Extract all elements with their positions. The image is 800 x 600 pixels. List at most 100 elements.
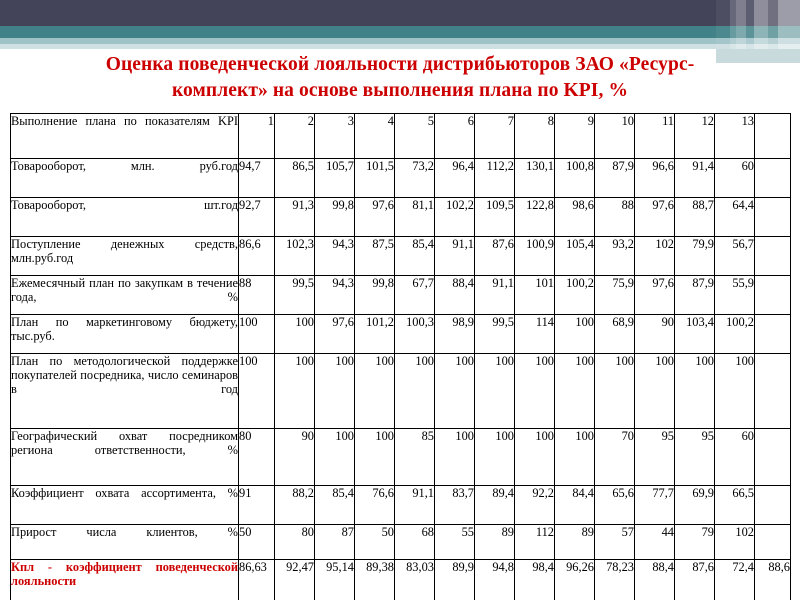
row-label: Товарооборот, млн. руб.год [10,158,239,198]
row-value-4: 76,6 [354,485,395,525]
row-value-8: 100 [514,428,555,486]
table-row: План по маркетинговому бюджету, тыс.руб.… [10,314,791,354]
table-header-col-8: 8 [514,113,555,159]
row-value-3: 94,3 [314,275,355,315]
row-label: Ежемесячный план по закупкам в течение г… [10,275,239,315]
row-value-2: 100 [274,353,315,429]
row-label: План по методологической поддержке покуп… [10,353,239,429]
row-value-6: 88,4 [434,275,475,315]
row-value-6: 98,9 [434,314,475,354]
row-value-13: 100 [714,353,755,429]
row-value-11: 90 [634,314,675,354]
table-header-col-3: 3 [314,113,355,159]
table-header-col-6: 6 [434,113,475,159]
row-label: Прирост числа клиентов, % [10,524,239,560]
row-value-13: 56,7 [714,236,755,276]
row-value-3: 100 [314,353,355,429]
row-value-13: 64,4 [714,197,755,237]
row-value-14 [754,197,791,237]
row-label: План по маркетинговому бюджету, тыс.руб. [10,314,239,354]
row-value-6: 96,4 [434,158,475,198]
row-value-8: 100,9 [514,236,555,276]
row-value-6: 89,9 [434,559,475,600]
table-header-col-12: 12 [674,113,715,159]
header-band-light [0,44,800,49]
row-value-6: 91,1 [434,236,475,276]
table-header-col-13: 13 [714,113,755,159]
row-value-9: 84,4 [554,485,595,525]
table-header-col-14 [754,113,791,159]
row-value-12: 79 [674,524,715,560]
row-value-4: 100 [354,353,395,429]
row-value-11: 97,6 [634,275,675,315]
row-value-2: 88,2 [274,485,315,525]
row-value-12: 88,7 [674,197,715,237]
table-row: Товарооборот, шт.год 92,7 91,3 99,8 97,6 81,1… [10,197,791,237]
row-value-3: 95,14 [314,559,355,600]
row-value-7: 89,4 [474,485,515,525]
row-value-7: 109,5 [474,197,515,237]
row-value-8: 112 [514,524,555,560]
row-value-5: 91,1 [394,485,435,525]
table-header-col-2: 2 [274,113,315,159]
row-value-6: 102,2 [434,197,475,237]
row-value-8: 130,1 [514,158,555,198]
row-value-5: 85 [394,428,435,486]
row-value-12: 103,4 [674,314,715,354]
row-value-14 [754,314,791,354]
row-value-10: 78,23 [594,559,635,600]
row-value-12: 87,9 [674,275,715,315]
table-row: Кпл - коэффициент поведенческой лояльнос… [10,559,791,600]
row-value-14 [754,275,791,315]
row-value-11: 102 [634,236,675,276]
table-row: Коэффициент охвата ассортимента, % 91 88,2… [10,485,791,525]
row-value-14 [754,485,791,525]
row-value-9: 100,8 [554,158,595,198]
row-value-6: 100 [434,428,475,486]
row-value-14: 88,6 [754,559,791,600]
row-value-6: 55 [434,524,475,560]
row-value-12: 69,9 [674,485,715,525]
row-value-5: 81,1 [394,197,435,237]
row-value-11: 44 [634,524,675,560]
row-value-12: 79,9 [674,236,715,276]
row-value-12: 91,4 [674,158,715,198]
row-value-7: 99,5 [474,314,515,354]
row-value-14 [754,236,791,276]
row-plan-value: 86,6 [238,236,275,276]
row-value-5: 100 [394,353,435,429]
row-value-2: 80 [274,524,315,560]
row-value-14 [754,428,791,486]
row-label: Кпл - коэффициент поведенческой лояльнос… [10,559,239,600]
row-value-10: 57 [594,524,635,560]
row-value-7: 87,6 [474,236,515,276]
table-row: Поступление денежных средств, млн.руб.го… [10,236,791,276]
page-title-line1: Оценка поведенческой лояльности дистрибь… [105,54,695,75]
row-value-10: 88 [594,197,635,237]
row-value-13: 66,5 [714,485,755,525]
row-value-7: 94,8 [474,559,515,600]
row-value-2: 100 [274,314,315,354]
row-value-6: 100 [434,353,475,429]
row-value-9: 100,2 [554,275,595,315]
table-row: Географический охват посредником региона… [10,428,791,486]
row-value-3: 100 [314,428,355,486]
row-value-5: 100,3 [394,314,435,354]
row-value-7: 89 [474,524,515,560]
row-value-2: 99,5 [274,275,315,315]
row-value-2: 90 [274,428,315,486]
row-value-12: 87,6 [674,559,715,600]
row-value-11: 96,6 [634,158,675,198]
row-value-10: 100 [594,353,635,429]
row-plan-value: 94,7 [238,158,275,198]
row-value-3: 99,8 [314,197,355,237]
table-row: План по методологической поддержке покуп… [10,353,791,429]
header-stripe-decoration [716,0,800,56]
row-value-4: 89,38 [354,559,395,600]
row-value-2: 92,47 [274,559,315,600]
row-value-9: 105,4 [554,236,595,276]
row-value-3: 105,7 [314,158,355,198]
row-value-8: 114 [514,314,555,354]
table-row: Товарооборот, млн. руб.год 94,7 86,5 105,7 1… [10,158,791,198]
row-plan-value: 100 [238,353,275,429]
